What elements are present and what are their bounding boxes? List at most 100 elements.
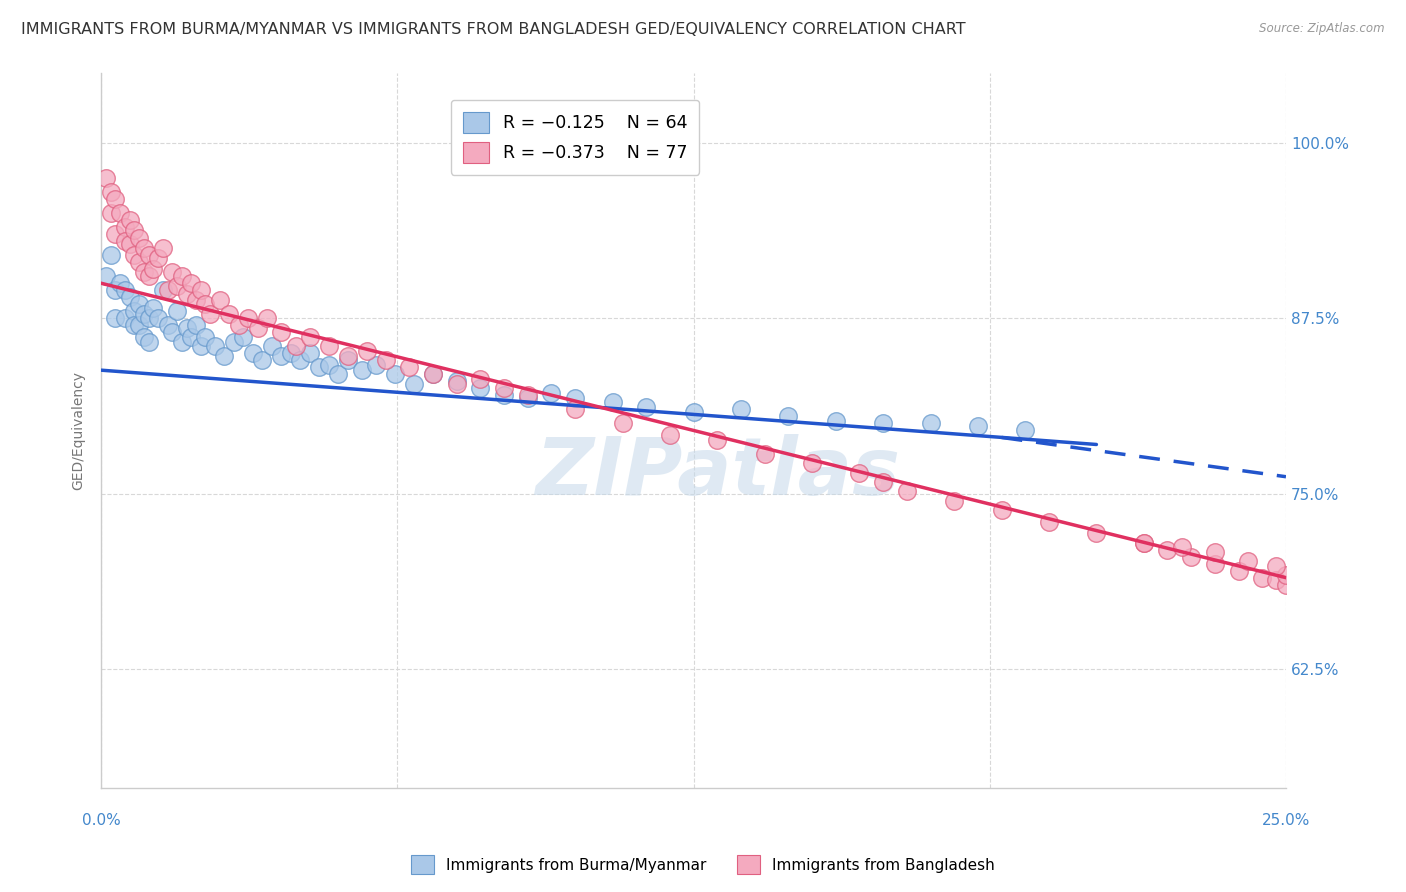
Point (228, 318, 250, 333)
Point (1133, 535, 1156, 549)
Point (1251, 571, 1274, 585)
Text: IMMIGRANTS FROM BURMA/MYANMAR VS IMMIGRANTS FROM BANGLADESH GED/EQUIVALENCY CORR: IMMIGRANTS FROM BURMA/MYANMAR VS IMMIGRA… (21, 22, 966, 37)
Point (492, 381, 515, 395)
Point (470, 371, 492, 385)
Point (104, 192, 127, 206)
Point (872, 417, 894, 431)
Point (1180, 549, 1202, 564)
Point (1265, 574, 1288, 588)
Point (318, 358, 340, 372)
Point (422, 368, 444, 382)
Point (128, 297, 150, 311)
Text: Source: ZipAtlas.com: Source: ZipAtlas.com (1260, 22, 1385, 36)
Point (184, 293, 207, 307)
Point (170, 335, 193, 350)
Legend: R = −0.125    N = 64, R = −0.373    N = 77: R = −0.125 N = 64, R = −0.373 N = 77 (451, 100, 699, 175)
Point (848, 466, 870, 480)
Point (246, 321, 269, 335)
Point (104, 311, 127, 326)
Point (658, 427, 681, 442)
Point (180, 329, 202, 343)
Point (1275, 577, 1298, 591)
Point (132, 329, 155, 343)
Point (146, 311, 169, 326)
Point (236, 311, 259, 326)
Point (100, 248, 122, 262)
Point (124, 248, 146, 262)
Point (152, 241, 174, 255)
Point (270, 326, 292, 340)
Point (108, 277, 131, 291)
Point (132, 265, 155, 279)
Point (156, 318, 179, 333)
Point (1204, 557, 1226, 571)
Y-axis label: GED/Equivalency: GED/Equivalency (72, 371, 86, 490)
Point (754, 447, 776, 461)
Point (118, 213, 141, 227)
Point (298, 329, 321, 343)
Point (350, 363, 373, 377)
Point (422, 368, 444, 382)
Point (1085, 525, 1108, 540)
Point (184, 318, 207, 333)
Point (128, 255, 150, 269)
Point (943, 493, 966, 508)
Point (132, 307, 155, 321)
Point (824, 414, 846, 428)
Point (1227, 564, 1250, 578)
Point (128, 318, 150, 333)
Point (636, 400, 658, 414)
Point (170, 269, 193, 284)
Point (1156, 542, 1178, 557)
Text: 0.0%: 0.0% (82, 813, 121, 828)
Point (260, 339, 283, 353)
Point (138, 311, 160, 326)
Point (124, 223, 146, 237)
Point (402, 377, 425, 392)
Point (104, 283, 127, 297)
Point (94, 171, 117, 186)
Point (114, 311, 136, 326)
Point (132, 241, 155, 255)
Point (564, 402, 586, 417)
Point (446, 377, 468, 392)
Point (384, 368, 406, 382)
Point (564, 391, 586, 405)
Point (364, 358, 387, 372)
Point (190, 339, 212, 353)
Point (896, 483, 918, 498)
Point (1275, 567, 1298, 582)
Point (162, 265, 184, 279)
Point (218, 307, 240, 321)
Point (118, 290, 141, 304)
Point (398, 360, 420, 375)
Point (801, 456, 824, 470)
Point (104, 227, 127, 242)
Point (222, 335, 245, 350)
Point (778, 409, 800, 424)
Point (492, 388, 515, 402)
Point (682, 405, 704, 419)
Point (138, 335, 160, 350)
Point (356, 343, 378, 358)
Point (706, 434, 728, 448)
Point (336, 349, 359, 363)
Point (730, 402, 752, 417)
Point (252, 353, 274, 368)
Point (470, 381, 492, 395)
Point (108, 206, 131, 220)
Point (124, 318, 146, 333)
Point (990, 503, 1012, 517)
Point (100, 185, 122, 199)
Point (1133, 535, 1156, 549)
Point (138, 269, 160, 284)
Point (176, 287, 198, 301)
Point (118, 237, 141, 252)
Point (1038, 515, 1060, 529)
Point (194, 329, 217, 343)
Point (176, 321, 198, 335)
Point (180, 277, 202, 291)
Point (204, 339, 226, 353)
Point (318, 339, 340, 353)
Legend: Immigrants from Burma/Myanmar, Immigrants from Bangladesh: Immigrants from Burma/Myanmar, Immigrant… (405, 849, 1001, 880)
